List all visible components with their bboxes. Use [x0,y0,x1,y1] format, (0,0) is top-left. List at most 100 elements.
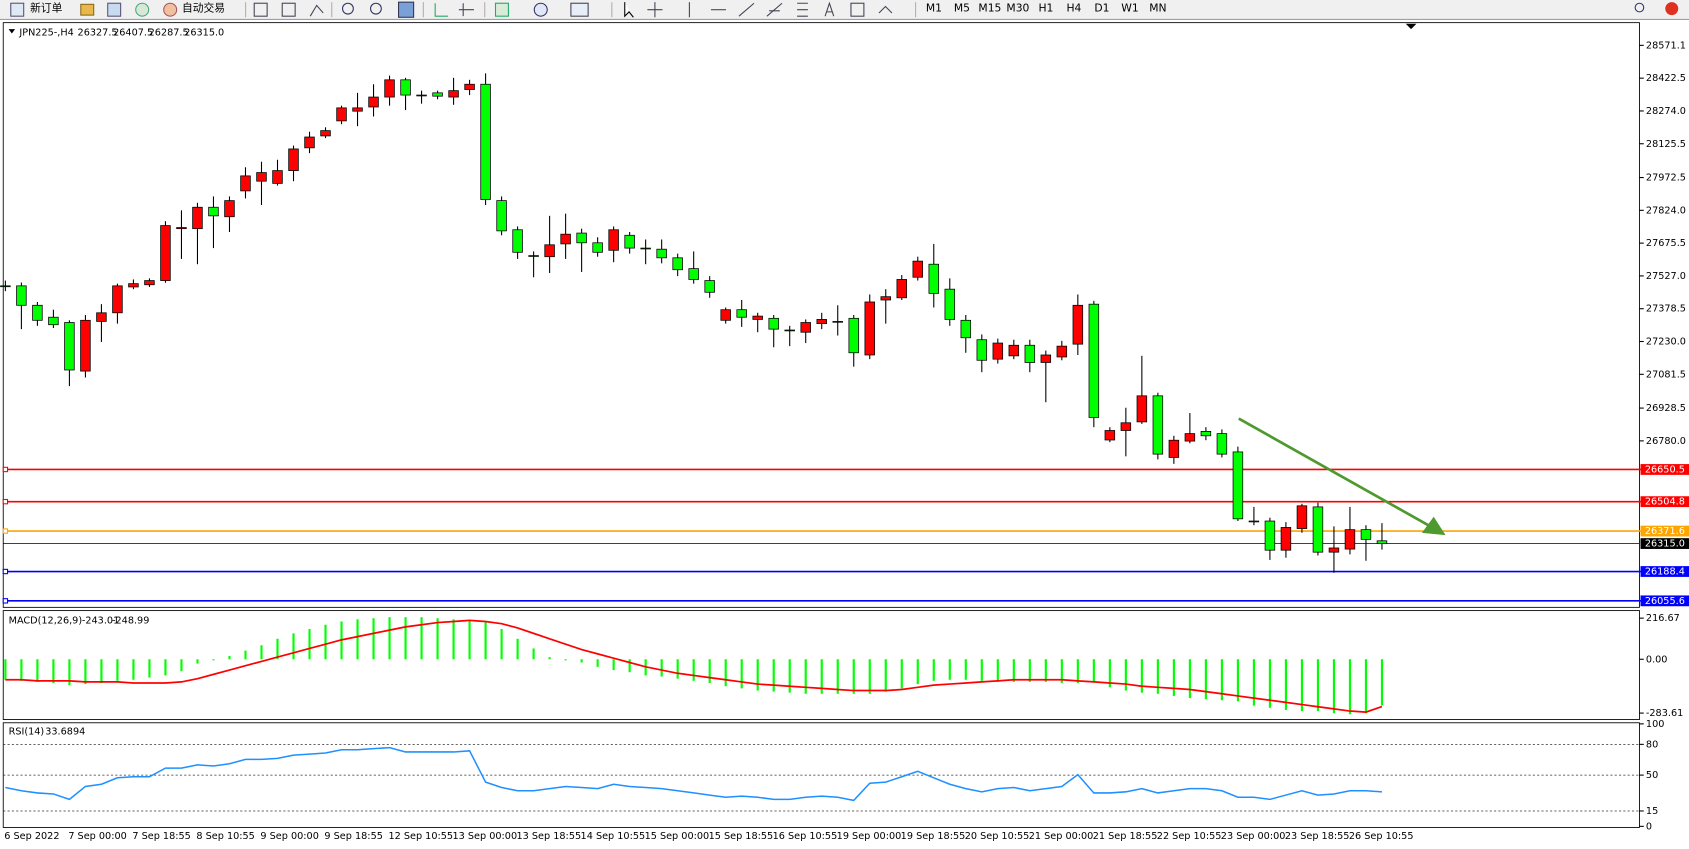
icon[interactable] [135,2,150,17]
price-pane [2,22,1640,608]
auto-trading-icon[interactable] [163,2,178,17]
header-marker [8,29,16,34]
macd-bar [372,618,375,660]
y-tick-label: 26928.5 [1646,403,1686,414]
x-tick-label: 20 Sep 10:55 [965,831,1030,842]
macd-bar [820,659,823,694]
timeframe-button[interactable]: MN [1149,2,1166,15]
macd-bar [580,659,583,663]
icon[interactable] [533,2,548,17]
icon[interactable] [107,2,122,17]
icon[interactable] [494,2,509,17]
candle-body [512,229,523,253]
icon[interactable] [797,2,808,17]
x-tick-label: 19 Sep 00:00 [837,831,902,842]
candle-body [1280,527,1292,551]
macd-bar [1108,659,1111,688]
notification-icon[interactable] [1665,2,1679,16]
macd-bar [436,618,439,660]
candle-body [496,200,507,232]
candle-body [704,280,715,293]
icon[interactable] [309,4,324,17]
icon[interactable] [458,3,474,17]
label-icon[interactable] [850,2,865,17]
candle-body [64,322,75,371]
macd-bar [1300,659,1304,712]
y-tick-label: 28125.5 [1646,139,1686,150]
timeframe-button[interactable]: H4 [1066,2,1081,15]
candle-body [816,319,827,324]
y-tick-label: 27972.5 [1646,173,1686,184]
candle-body [272,170,283,184]
icon[interactable] [434,3,449,17]
timeframe-button[interactable]: M1 [926,2,942,15]
macd-bar [100,659,103,683]
macd-bar [724,659,727,687]
macd-bar [276,638,279,660]
x-tick-label: 13 Sep 18:55 [517,831,582,842]
text-icon[interactable] [824,1,835,17]
level-handle [2,466,9,473]
macd-bar [548,657,551,660]
macd-bar [1204,659,1207,700]
timeframe-bar: M1 M5 M15 M30 H1 H4 D1 W1 MN [926,2,1167,15]
timeframe-button[interactable]: M15 [978,2,1001,15]
y-tick-label: 27378.5 [1646,304,1686,315]
crosshair-icon[interactable] [647,2,663,18]
candle-body [576,232,587,244]
timeframe-button[interactable]: W1 [1121,2,1138,15]
macd-bar [1060,659,1063,683]
x-tick-label: 23 Sep 18:55 [1285,831,1350,842]
candle-body [1152,395,1164,455]
macd-bar [932,659,935,681]
candle-body [32,304,43,321]
new-order-icon[interactable] [10,2,25,17]
zoom-out-icon[interactable] [370,2,382,15]
macd-bar [148,659,151,678]
candle-body [464,83,475,90]
icon[interactable] [253,2,268,17]
icon[interactable] [80,3,95,16]
icon[interactable] [398,1,415,18]
zoom-in-icon[interactable] [342,2,354,15]
macd-bar [804,659,807,694]
level-handle [2,528,9,534]
macd-bar [1268,659,1271,708]
auto-trading-button[interactable]: 自动交易 [182,2,225,15]
macd-bar [884,659,887,692]
macd-bar [996,659,999,682]
candle-body [960,319,972,339]
candle-body [624,234,635,249]
macd-bar [4,659,7,680]
trend-arrowhead [1421,516,1446,536]
candle-body [112,285,123,314]
candle-body [912,260,923,278]
candle-body [768,317,779,330]
timeframe-button[interactable]: M30 [1006,2,1029,15]
y-tick-label: 27230.0 [1646,336,1686,347]
trendline-icon[interactable] [738,2,755,17]
cursor-icon[interactable] [624,2,634,18]
candle-body [256,172,267,182]
candle-body [736,309,747,318]
macd-bar [788,659,791,693]
icon[interactable] [766,2,783,17]
new-order-button[interactable]: 新订单 [30,2,63,15]
timeframe-button[interactable]: H1 [1038,2,1053,15]
icon[interactable] [570,2,589,17]
level-tag [1640,595,1689,607]
indicator-title: RSI(14) [9,726,45,737]
timeframe-button[interactable]: D1 [1094,2,1109,15]
icon[interactable] [281,2,296,17]
macd-bar [292,633,295,660]
candle-body [48,316,59,326]
search-icon[interactable] [1634,2,1645,13]
macd-bar [916,659,919,685]
timeframe-button[interactable]: M5 [954,2,970,15]
x-tick-label: 21 Sep 00:00 [1029,831,1094,842]
macd-bar [132,659,135,680]
icon[interactable] [878,5,893,14]
macd-bar [1172,659,1175,696]
candle-body [80,319,91,372]
